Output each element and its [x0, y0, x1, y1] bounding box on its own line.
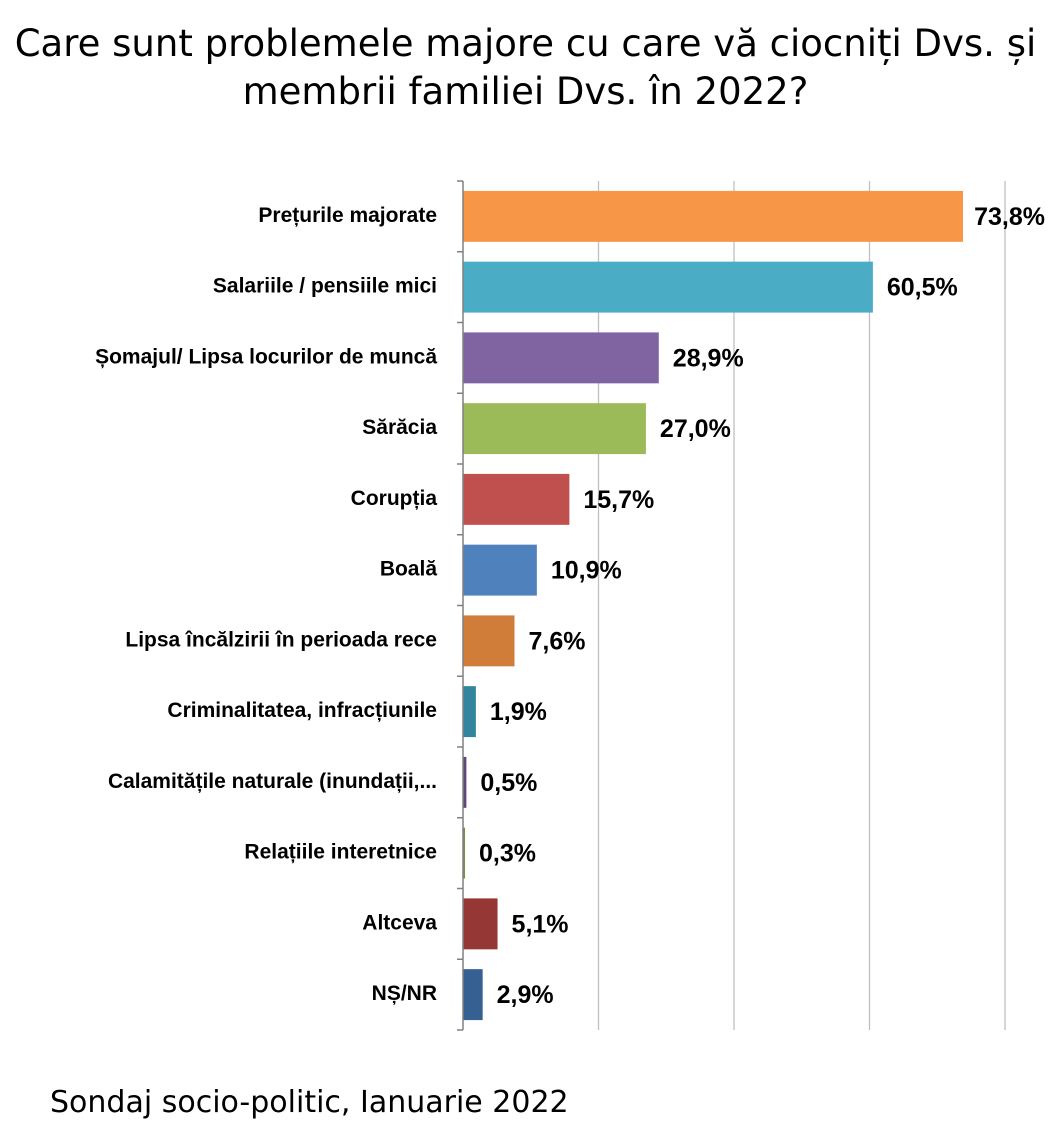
chart-title: Care sunt problemele majore cu care vă c…: [0, 20, 1051, 116]
bar-6: [463, 615, 515, 667]
value-label-6: 7,6%: [528, 627, 585, 655]
category-label-6: Lipsa încălzirii în perioada rece: [125, 628, 437, 651]
bar-4: [463, 473, 570, 525]
category-label-10: Altceva: [362, 911, 437, 934]
category-label-9: Relațiile interetnice: [244, 841, 437, 864]
bar-11: [463, 969, 483, 1021]
chart-title-line-1: Care sunt problemele majore cu care vă c…: [14, 22, 1037, 65]
bar-5: [463, 544, 537, 596]
value-label-5: 10,9%: [551, 557, 622, 585]
bar-10: [463, 898, 498, 950]
category-label-0: Prețurile majorate: [258, 204, 437, 227]
value-label-9: 0,3%: [479, 840, 536, 868]
value-label-1: 60,5%: [887, 274, 958, 302]
footnote-source: Sondaj socio-politic, Ianuarie 2022: [50, 1085, 569, 1120]
bar-0: [463, 190, 963, 242]
category-label-3: Sărăcia: [362, 416, 437, 439]
bar-7: [463, 686, 476, 738]
category-label-1: Salariile / pensiile mici: [213, 275, 437, 298]
gridlines: [597, 181, 1006, 1030]
bar-8: [463, 756, 467, 808]
category-label-8: Calamitățile naturale (inundații,...: [108, 770, 437, 793]
category-label-7: Criminalitatea, infracțiunile: [167, 699, 437, 722]
bar-1: [463, 261, 873, 313]
value-label-2: 28,9%: [673, 344, 744, 372]
bar-2: [463, 332, 659, 384]
bar-9: [463, 827, 466, 879]
category-axis: [457, 180, 464, 1031]
category-label-5: Boală: [380, 558, 438, 581]
bars: [463, 190, 963, 1021]
category-label-2: Șomajul/ Lipsa locurilor de muncă: [95, 345, 437, 368]
labels: Prețurile majorate 73,8% Salariile / pensi…: [95, 203, 1045, 1009]
value-label-0: 73,8%: [974, 203, 1045, 231]
value-label-8: 0,5%: [480, 769, 537, 797]
category-label-4: Corupția: [351, 487, 438, 510]
value-label-7: 1,9%: [490, 698, 547, 726]
value-label-4: 15,7%: [583, 486, 654, 514]
value-label-3: 27,0%: [660, 415, 731, 443]
value-label-10: 5,1%: [512, 910, 569, 938]
category-label-11: NȘ/NR: [372, 982, 437, 1005]
bar-3: [463, 403, 646, 455]
value-label-11: 2,9%: [497, 981, 554, 1009]
chart-title-line-2: membrii familiei Dvs. în 2022?: [242, 70, 809, 113]
